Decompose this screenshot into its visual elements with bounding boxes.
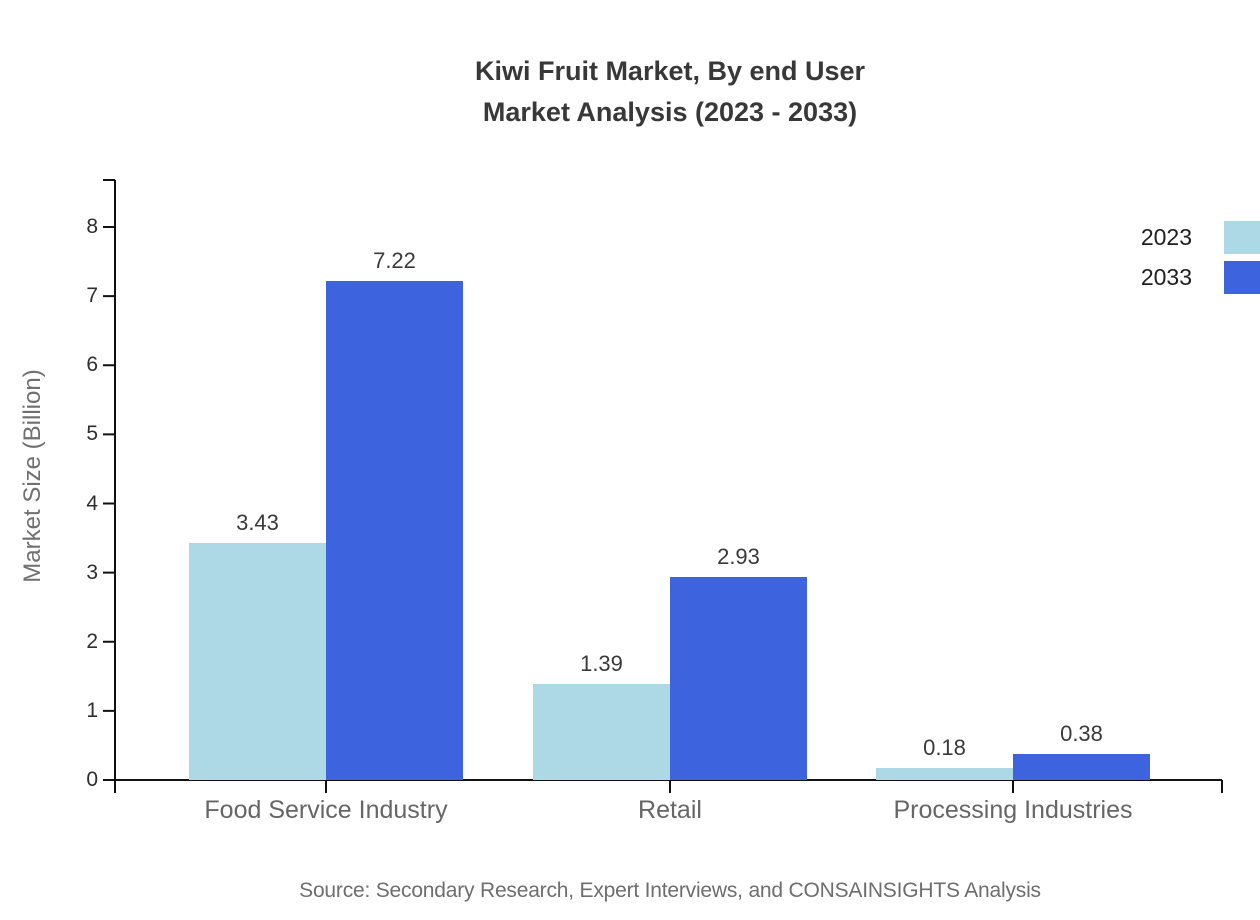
- y-tick-label: 6: [86, 353, 98, 377]
- bar-2033-3: [1013, 753, 1150, 780]
- legend-item-2033: 2033: [1141, 261, 1260, 294]
- value-label: 1.39: [580, 650, 623, 676]
- bar-2033-1: [326, 280, 463, 780]
- value-label: 3.43: [236, 509, 279, 535]
- y-tick-label: 1: [86, 698, 98, 722]
- category-label: Retail: [638, 796, 702, 824]
- chart-title-line2: Market Analysis (2023 - 2033): [482, 97, 858, 127]
- legend-swatch: [1224, 261, 1260, 294]
- y-tick-label: 2: [86, 629, 98, 653]
- value-label: 0.18: [923, 734, 966, 760]
- y-tick-label: 5: [86, 422, 98, 446]
- bar-2023-2: [533, 683, 670, 780]
- y-tick-label: 0: [86, 768, 98, 791]
- y-tick-label: 8: [86, 215, 98, 238]
- legend-item-2023: 2023: [1141, 221, 1260, 254]
- chart-title: Kiwi Fruit Market, By end User Market An…: [118, 51, 1222, 133]
- category-label: Processing Industries: [893, 796, 1133, 824]
- legend-swatch: [1224, 221, 1260, 254]
- legend-label: 2023: [1140, 224, 1192, 250]
- value-label: 0.38: [1060, 720, 1103, 746]
- value-label: 2.93: [717, 544, 760, 570]
- y-tick-label: 3: [86, 560, 98, 584]
- y-tick-label: 7: [86, 284, 98, 308]
- bar-2033-2: [670, 577, 807, 780]
- source-note: Source: Secondary Research, Expert Inter…: [299, 879, 1041, 902]
- bar-2023-1: [189, 542, 326, 780]
- legend: 2023 2033: [1141, 221, 1260, 301]
- chart-title-line1: Kiwi Fruit Market, By end User: [474, 56, 866, 86]
- bar-2023-3: [876, 767, 1013, 780]
- legend-label: 2033: [1140, 264, 1192, 290]
- value-label: 7.22: [373, 247, 416, 273]
- category-label: Food Service Industry: [204, 796, 448, 824]
- y-tick-label: 4: [86, 491, 98, 515]
